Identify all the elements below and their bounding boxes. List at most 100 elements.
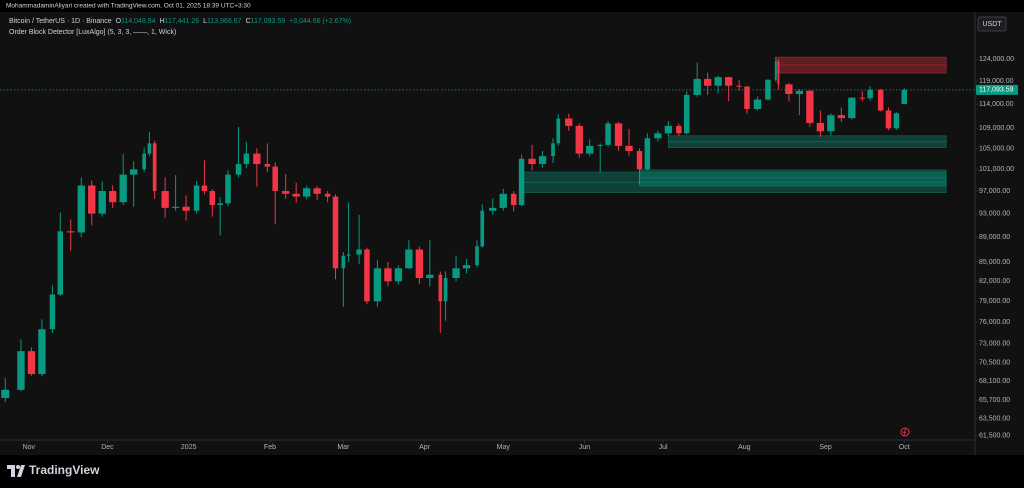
candle-body <box>235 164 242 175</box>
candle-body <box>777 61 780 85</box>
ohlc-value: 114,048.94 <box>121 18 156 25</box>
ohlc-value: 117,093.59 <box>251 18 286 25</box>
candle-body <box>605 123 611 145</box>
candle-body <box>384 268 392 282</box>
candle-body <box>644 138 651 170</box>
candle-body <box>676 125 682 134</box>
candle-body <box>201 185 208 192</box>
candle-body <box>264 164 271 167</box>
ohlc-key: C <box>246 18 251 25</box>
candle-body <box>415 249 424 279</box>
candle-body <box>848 97 856 119</box>
candle-body <box>664 125 673 134</box>
candle-body <box>67 231 75 233</box>
candle-body <box>193 185 200 211</box>
candle-body <box>332 196 339 269</box>
last-price-label: 117,093.59 <box>979 87 1014 94</box>
plot <box>1 56 947 402</box>
candle-body <box>837 115 845 119</box>
candle-body <box>795 90 804 94</box>
candle-body <box>394 268 403 282</box>
x-tick-label: 2025 <box>181 444 197 451</box>
candle-body <box>693 78 701 95</box>
candle-body <box>556 118 561 144</box>
candle-body <box>98 191 106 214</box>
y-tick-label: 70,500.00 <box>979 359 1010 366</box>
candle-body <box>292 193 300 197</box>
candle-body <box>324 193 331 197</box>
candle-body <box>475 246 479 266</box>
y-tick-label: 101,000.00 <box>979 166 1014 173</box>
chart-area <box>0 12 1024 455</box>
candle-body <box>714 77 722 86</box>
candle-body <box>272 166 278 192</box>
currency[interactable]: USDT <box>982 21 1002 28</box>
y-tick-label: 97,000.00 <box>979 188 1010 195</box>
candle-body <box>877 89 884 111</box>
candle-body <box>161 191 169 208</box>
candle-body <box>356 249 362 255</box>
candle-body <box>859 97 866 99</box>
event-icon <box>900 427 910 437</box>
y-tick-label: 76,000.00 <box>979 319 1010 326</box>
candle-body <box>405 249 413 269</box>
candle-body <box>130 169 138 175</box>
y-tick-label: 73,000.00 <box>979 341 1010 348</box>
y-tick-label: 79,000.00 <box>979 298 1010 305</box>
change: +3,044.66 (+2.67%) <box>289 18 351 25</box>
x-tick-label: Jun <box>579 444 590 451</box>
y-tick-label: 82,000.00 <box>979 278 1010 285</box>
y-tick-label: 114,000.00 <box>979 101 1014 108</box>
candle-body <box>597 144 603 146</box>
candle-body <box>142 153 146 170</box>
candle-body <box>489 207 497 211</box>
candle-body <box>225 174 231 204</box>
y-tick-label: 85,000.00 <box>979 259 1010 266</box>
candle-body <box>1 389 10 398</box>
y-tick-label: 119,000.00 <box>979 78 1014 85</box>
y-tick-label: 61,500.00 <box>979 433 1010 440</box>
y-tick-label: 65,700.00 <box>979 397 1010 404</box>
ohlc-value: 117,441.26 <box>165 18 200 25</box>
x-tick-label: Nov <box>23 444 36 451</box>
currency-button[interactable] <box>977 16 1007 32</box>
candle-body <box>438 274 443 302</box>
last-price-box <box>976 84 1018 95</box>
candle-body <box>774 61 777 80</box>
ohlc-value: 113,966.67 <box>207 18 242 25</box>
candle-body <box>867 89 873 99</box>
candle-body <box>724 77 733 86</box>
candle-body <box>480 210 485 247</box>
candle-body <box>827 115 835 132</box>
credit: MohammadaminAliyari created with Trading… <box>6 3 251 10</box>
candle-body <box>346 254 351 256</box>
candle-body <box>152 143 157 192</box>
candle-body <box>499 193 507 208</box>
y-tick-label: 124,000.00 <box>979 56 1014 63</box>
indicator-header: Order Block Detector [LuxAlgo] (5, 3, 3,… <box>9 29 176 36</box>
candle-body <box>302 188 311 197</box>
candle-body <box>182 206 190 211</box>
candle-body <box>575 125 583 154</box>
candle-body <box>38 329 46 375</box>
candle-body <box>57 231 64 295</box>
candle-body <box>253 153 261 165</box>
candle-body <box>443 278 448 302</box>
candle-body <box>426 274 434 279</box>
y-tick-label: 109,000.00 <box>979 125 1014 132</box>
ohlc-key: H <box>160 18 165 25</box>
candle-body <box>551 143 555 157</box>
candle-body <box>452 268 460 279</box>
x-tick-label: May <box>497 444 511 451</box>
candle-body <box>77 185 85 233</box>
candle-body <box>27 351 36 375</box>
candle-body <box>736 85 742 87</box>
candle-body <box>373 268 382 302</box>
candle-body <box>147 143 152 154</box>
x-tick-label: Mar <box>337 444 350 451</box>
y-tick-label: 68,100.00 <box>979 378 1010 385</box>
candle-body <box>565 118 573 126</box>
brand-logo <box>7 465 25 477</box>
candle-body <box>683 94 690 134</box>
